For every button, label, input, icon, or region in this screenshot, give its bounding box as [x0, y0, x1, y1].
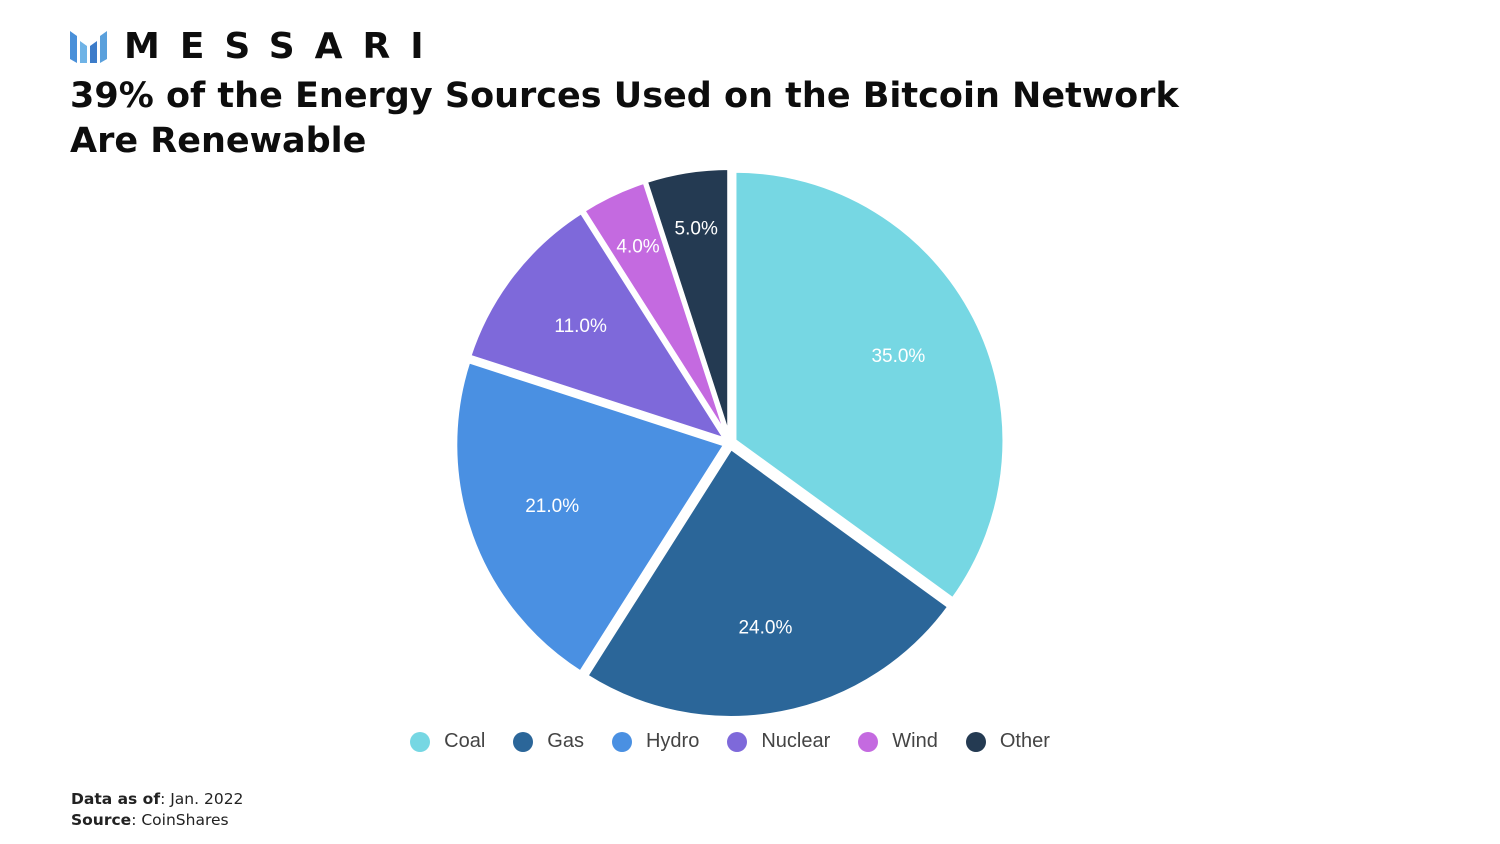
- legend-item-wind: Wind: [858, 730, 938, 753]
- legend: Coal Gas Hydro Nuclear Wind Other: [0, 730, 1460, 753]
- chart-title: 39% of the Energy Sources Used on the Bi…: [70, 74, 1270, 164]
- pie-slice-hydro: [453, 359, 728, 675]
- footer: Data as of: Jan. 2022 Source: CoinShares: [71, 789, 243, 831]
- source-note: Source: CoinShares: [71, 810, 243, 831]
- data-as-of-label: Data as of: [71, 790, 161, 808]
- messari-logo-icon: [70, 31, 107, 63]
- pie-slice-coal: [732, 168, 1007, 602]
- source-label: Source: [71, 811, 132, 829]
- legend-item-nuclear: Nuclear: [727, 730, 830, 753]
- legend-swatch-nuclear: [727, 731, 748, 752]
- legend-item-coal: Coal: [410, 730, 485, 753]
- data-as-of-value: : Jan. 2022: [160, 790, 244, 808]
- data-as-of: Data as of: Jan. 2022: [71, 789, 243, 810]
- legend-item-gas: Gas: [513, 730, 584, 753]
- brand-wordmark: MESSARI: [124, 26, 444, 67]
- legend-label-other: Other: [999, 730, 1050, 752]
- source-value: : CoinShares: [131, 811, 229, 829]
- pie-slice-other: [643, 166, 732, 441]
- data-label-gas: 24.0%: [738, 618, 792, 639]
- legend-item-hydro: Hydro: [611, 730, 700, 753]
- legend-item-other: Other: [965, 730, 1050, 753]
- legend-swatch-gas: [513, 731, 534, 752]
- legend-swatch-wind: [858, 731, 879, 752]
- data-label-coal: 35.0%: [871, 346, 925, 367]
- pie-data-labels: 35.0% 24.0% 21.0% 11.0% 4.0% 5.0%: [525, 219, 925, 639]
- legend-swatch-hydro: [611, 731, 632, 752]
- legend-swatch-other: [965, 731, 986, 752]
- brand: MESSARI: [70, 26, 444, 68]
- legend-label-wind: Wind: [892, 730, 938, 752]
- data-label-wind: 4.0%: [616, 237, 659, 258]
- chart-title-line-2: Are Renewable: [70, 121, 367, 161]
- data-label-nuclear: 11.0%: [554, 316, 607, 337]
- legend-label-gas: Gas: [547, 730, 584, 752]
- legend-label-coal: Coal: [444, 730, 486, 752]
- legend-swatch-coal: [410, 731, 431, 752]
- legend-label-hydro: Hydro: [645, 730, 700, 752]
- pie-slice-gas: [584, 445, 952, 720]
- data-label-other: 5.0%: [675, 219, 718, 240]
- chart-title-line-1: 39% of the Energy Sources Used on the Bi…: [70, 76, 1179, 116]
- data-label-hydro: 21.0%: [525, 496, 579, 517]
- pie-slice-nuclear: [467, 209, 729, 442]
- legend-label-nuclear: Nuclear: [761, 730, 831, 752]
- pie-slices: [453, 166, 1007, 720]
